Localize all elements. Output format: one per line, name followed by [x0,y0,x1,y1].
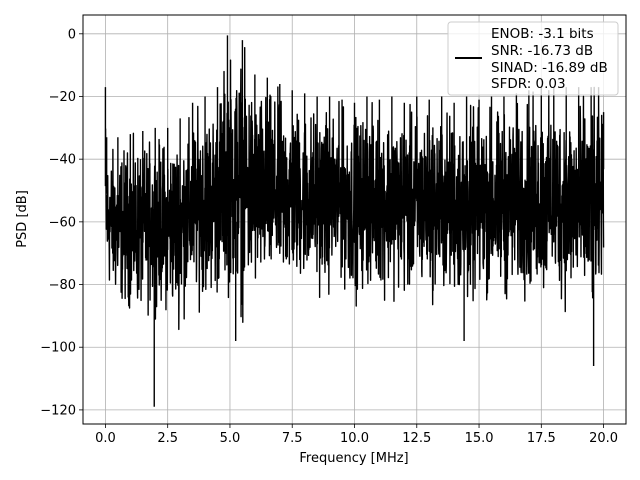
y-tick-label: −40 [49,153,76,168]
x-tick-label: 17.5 [527,431,556,446]
x-tick-label: 10.0 [340,431,369,446]
legend-label-snr: SNR: -16.73 dB [491,43,593,59]
x-tick-label: 7.5 [282,431,303,446]
psd-series [104,35,605,407]
y-tick-label: −60 [49,215,76,230]
y-tick-label: −20 [49,90,76,105]
x-tick-label: 2.5 [157,431,178,446]
legend-label-sinad: SINAD: -16.89 dB [491,60,608,76]
legend-label-sfdr: SFDR: 0.03 [491,76,566,92]
x-tick-label: 20.0 [589,431,618,446]
x-tick-label: 15.0 [465,431,494,446]
y-tick-label: 0 [68,27,76,42]
psd-line [104,35,605,407]
x-axis-ticks: 0.0 2.5 5.0 7.5 10.0 12.5 15.0 17.5 20.0 [95,424,618,446]
x-tick-label: 12.5 [402,431,431,446]
legend: ENOB: -3.1 bits SNR: -16.73 dB SINAD: -1… [447,21,619,96]
y-tick-label: −100 [40,341,76,356]
legend-label-enob: ENOB: -3.1 bits [491,26,594,42]
x-tick-label: 5.0 [220,431,241,446]
legend-box [447,21,619,96]
y-axis-label: PSD [dB] [15,190,30,248]
x-axis-label: Frequency [MHz] [299,451,408,466]
x-tick-label: 0.0 [95,431,116,446]
y-tick-label: −120 [40,403,76,418]
y-tick-label: −80 [49,278,76,293]
y-axis-ticks: 0 −20 −40 −60 −80 −100 −120 [40,27,83,418]
